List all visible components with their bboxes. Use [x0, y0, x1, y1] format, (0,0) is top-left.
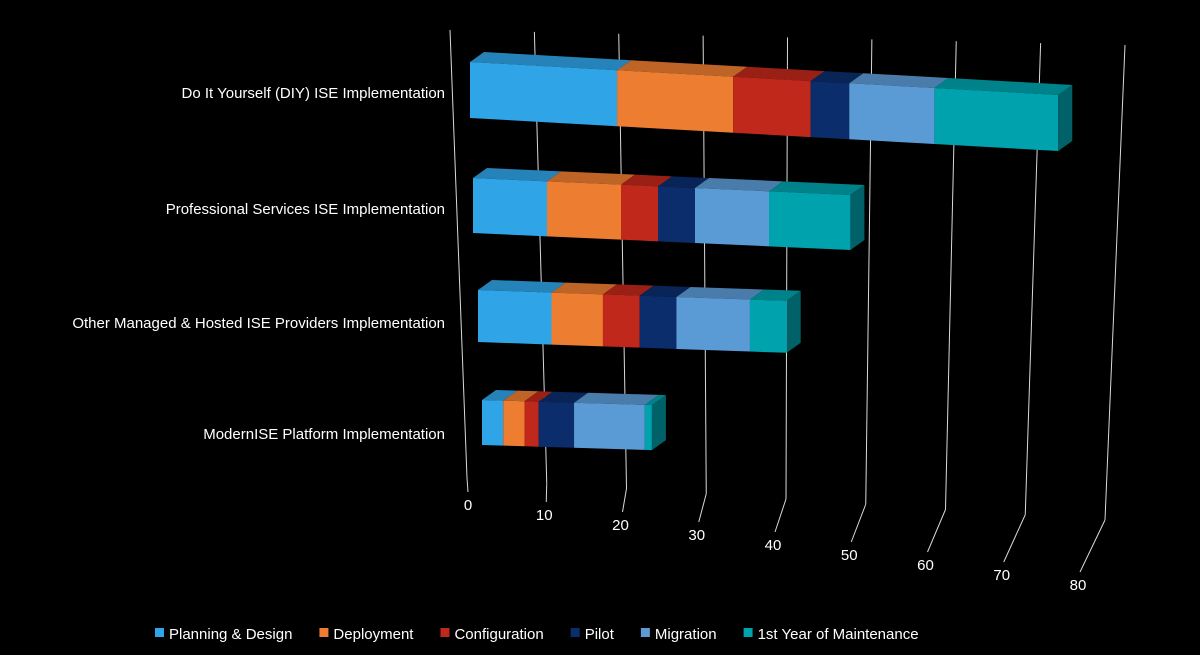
bar-segment	[524, 401, 539, 447]
bar-segment	[478, 290, 552, 345]
bar-end-side	[850, 184, 865, 250]
x-tick-label: 20	[612, 517, 629, 534]
bar-segment	[551, 292, 603, 347]
bar-segment	[547, 181, 621, 240]
legend-label: 1st Year of Maintenance	[758, 626, 919, 643]
bar-segment	[644, 404, 652, 451]
x-tick-label: 0	[464, 497, 472, 514]
legend-swatch	[440, 628, 450, 637]
bar-segment-top	[538, 391, 589, 403]
bar-segment-top	[644, 394, 666, 406]
bar-segment-top	[478, 280, 566, 293]
x-tick-label: 10	[536, 507, 553, 524]
floor-gridline	[774, 498, 787, 533]
bar-segment	[470, 62, 618, 127]
floor-gridline	[1079, 519, 1106, 573]
bar-segment	[621, 184, 658, 242]
bar-segment-top	[551, 282, 617, 295]
bar-segment-top	[524, 391, 553, 402]
bar-end-side	[786, 290, 801, 353]
x-tick-label: 30	[688, 527, 705, 544]
x-tick-label: 50	[841, 547, 858, 564]
legend-swatch	[743, 628, 753, 637]
bar-segment	[695, 187, 769, 247]
bar-segment-top	[473, 168, 561, 182]
bar-segment-top	[769, 181, 865, 195]
bar-end-side	[1058, 84, 1073, 151]
bar-segment-top	[639, 285, 691, 297]
x-tick-label: 40	[765, 537, 782, 554]
legend-swatch	[155, 628, 164, 637]
floor-gridline	[927, 509, 946, 553]
floor-gridline	[1003, 514, 1026, 563]
category-label: ModernISE Platform Implementation	[203, 426, 445, 443]
gridline	[1104, 44, 1126, 521]
bar-segment	[602, 294, 640, 348]
legend-swatch	[319, 628, 329, 637]
floor-gridline	[850, 504, 867, 543]
bar-segment	[733, 76, 811, 138]
bar-segment	[810, 81, 850, 140]
bar-segment-top	[658, 176, 709, 188]
category-label: Professional Services ISE Implementation	[166, 201, 445, 218]
bar-segment-top	[470, 52, 632, 71]
floor-gridline	[466, 477, 469, 493]
bar-segment	[749, 299, 787, 353]
bar-end-side	[651, 395, 666, 451]
legend-label: Deployment	[333, 626, 414, 643]
x-tick-label: 80	[1070, 577, 1087, 594]
bar-segment	[639, 295, 677, 349]
bar-segment-top	[934, 78, 1073, 95]
gridline	[449, 29, 468, 479]
legend-label: Pilot	[585, 626, 615, 643]
floor-gridline	[545, 483, 548, 503]
bar-segment	[934, 88, 1059, 151]
category-label: Do It Yourself (DIY) ISE Implementation	[182, 85, 445, 102]
bar-segment	[676, 296, 750, 352]
legend-label: Planning & Design	[169, 626, 292, 643]
bar-segment	[482, 400, 504, 446]
bar-segment	[538, 401, 575, 448]
bar-segment	[849, 83, 935, 145]
category-label: Other Managed & Hosted ISE Providers Imp…	[72, 315, 445, 332]
bar-segment-top	[621, 174, 672, 187]
bar-segment-top	[574, 392, 659, 405]
bar-segment	[503, 400, 525, 447]
bar-segment-top	[547, 171, 635, 185]
x-tick-label: 70	[993, 567, 1010, 584]
bar-segment-top	[482, 390, 518, 401]
bar-segment-top	[676, 286, 764, 300]
bar-segment-top	[617, 60, 748, 77]
bar-segment	[658, 186, 695, 243]
bar-segment	[769, 191, 851, 250]
floor-gridline	[698, 493, 707, 523]
floor-gridline	[622, 488, 627, 513]
bar-segment-top	[849, 73, 949, 89]
legend-label: Migration	[655, 626, 717, 643]
legend-swatch	[570, 628, 580, 637]
bar-segment	[574, 402, 645, 450]
legend-swatch	[640, 628, 650, 637]
bar-segment-top	[749, 289, 801, 301]
bar-segment-top	[695, 177, 783, 192]
bar-segment	[473, 178, 547, 237]
bar-segment-top	[602, 284, 654, 296]
bar-segment	[617, 70, 734, 133]
bar-segment-top	[503, 390, 539, 402]
bar-segment-top	[733, 66, 825, 82]
bar-segment-top	[810, 71, 864, 84]
x-tick-label: 60	[917, 557, 934, 574]
legend-label: Configuration	[454, 626, 543, 643]
